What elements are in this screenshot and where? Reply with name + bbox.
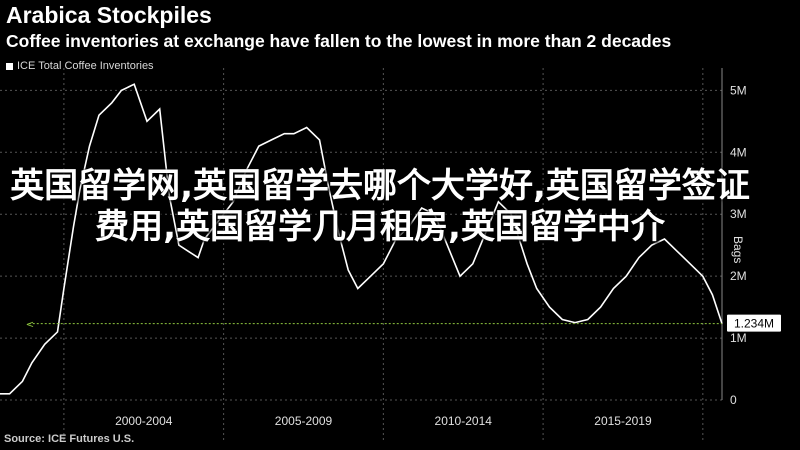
y-axis-label: Bags (731, 236, 745, 263)
legend-label: ICE Total Coffee Inventories (17, 60, 154, 72)
y-tick-label: 4M (730, 145, 747, 159)
x-tick-label: 2005-2009 (275, 414, 333, 428)
y-tick-label: 2M (730, 269, 747, 283)
chart-title: Arabica Stockpiles (6, 2, 212, 28)
y-tick-label: 5M (730, 83, 747, 97)
overlay-watermark-text: 英国留学网,英国留学去哪个大学好,英国留学签证费用,英国留学几月租房,英国留学中… (10, 166, 750, 247)
y-tick-label: 0 (730, 393, 737, 407)
y-tick-label: 3M (730, 207, 747, 221)
chart-subtitle: Coffee inventories at exchange have fall… (6, 31, 672, 51)
source-note: Source: ICE Futures U.S. (4, 433, 135, 445)
series-line (0, 83, 723, 395)
x-tick-label: 2000-2004 (115, 414, 173, 428)
last-value-arrow: < (26, 320, 34, 331)
legend-swatch (6, 62, 13, 70)
y-tick-label: 1M (730, 331, 747, 345)
last-value-tag (727, 314, 781, 332)
legend: ICE Total Coffee Inventories (6, 60, 154, 72)
x-tick-label: 2015-2019 (594, 414, 652, 428)
last-value-label: 1.234M (734, 317, 774, 331)
x-tick-label: 2010-2014 (435, 414, 493, 428)
